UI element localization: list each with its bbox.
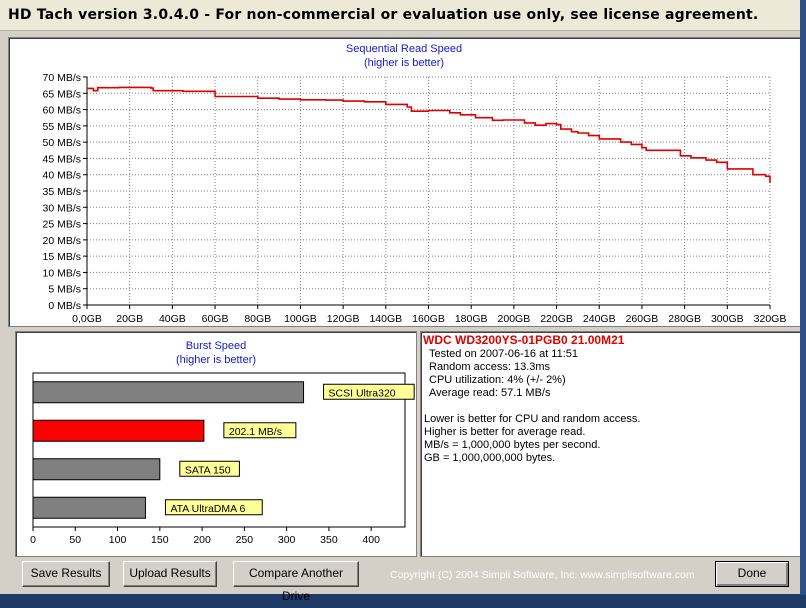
- copyright-text: Copyright (C) 2004 Simpli Software, Inc.…: [390, 569, 695, 581]
- sequential-read-panel: Sequential Read Speed (higher is better)…: [8, 37, 801, 327]
- read-x-tick-label: 40GB: [159, 313, 186, 325]
- burst-speed-panel: Burst Speed (higher is better) 0 50 100 150…: [15, 331, 417, 557]
- read-y-tick-label: 70 MB/s: [42, 72, 81, 84]
- window-title: HD Tach version 3.0.4.0 - For non-commer…: [8, 7, 759, 23]
- note-gb: GB = 1,000,000,000 bytes.: [424, 452, 556, 464]
- burst-bar-label-box: [164, 499, 263, 516]
- burst-bar-label-box: [323, 383, 415, 400]
- burst-bar: [32, 496, 146, 519]
- tested-on: Tested on 2007-06-16 at 11:51: [429, 348, 579, 360]
- burst-chart-title: Burst Speed: [185, 340, 247, 352]
- read-x-tick-label: 0,0GB: [72, 313, 102, 325]
- drive-info-panel: WDC WD3200YS-01PGB0 21.00M21 Tested on 2…: [420, 331, 801, 557]
- done-button[interactable]: Done: [715, 561, 789, 587]
- read-y-tick-label: 10 MB/s: [42, 267, 81, 279]
- burst-chart-subtitle: (higher is better): [175, 354, 257, 366]
- burst-x-tick-label: 50: [69, 534, 81, 546]
- read-y-tick-label: 25 MB/s: [42, 219, 81, 231]
- compare-drive-button[interactable]: Compare Another Drive: [233, 561, 359, 603]
- burst-speed-chart: 0 50 100 150 200 250 300 350 400 SCSI Ultra320 202…: [30, 372, 415, 546]
- save-results-label: Save Results: [30, 566, 102, 580]
- read-x-tick-label: 200GB: [498, 313, 531, 325]
- burst-bar-label: SATA 150: [185, 464, 231, 476]
- read-x-tick-label: 240GB: [583, 313, 616, 325]
- burst-x-tick-label: 200: [193, 534, 211, 546]
- read-y-tick-label: 50 MB/s: [42, 137, 81, 149]
- compare-drive-label: Compare Another Drive: [248, 566, 344, 603]
- note-average: Higher is better for average read.: [424, 426, 586, 438]
- read-x-tick-label: 320GB: [754, 313, 787, 325]
- read-y-tick-label: 60 MB/s: [42, 105, 81, 117]
- read-y-tick-label: 20 MB/s: [42, 235, 81, 247]
- read-y-tick-label: 5 MB/s: [48, 284, 81, 296]
- read-y-tick-label: 15 MB/s: [42, 251, 81, 263]
- burst-bar-label: SCSI Ultra320: [329, 387, 396, 399]
- read-x-tick-label: 120GB: [327, 313, 360, 325]
- done-label: Done: [737, 566, 767, 580]
- note-cpu: Lower is better for CPU and random acces…: [424, 413, 641, 425]
- read-chart-title: Sequential Read Speed: [345, 43, 463, 55]
- read-x-tick-label: 60GB: [202, 313, 229, 325]
- read-x-tick-label: 80GB: [244, 313, 271, 325]
- burst-bar: [32, 458, 161, 481]
- burst-x-tick-label: 400: [362, 534, 380, 546]
- read-y-tick-label: 65 MB/s: [42, 88, 81, 100]
- read-x-tick-label: 220GB: [540, 313, 573, 325]
- read-speed-series-line: [87, 86, 771, 183]
- burst-bar-label-box: [179, 460, 240, 477]
- read-y-tick-label: 40 MB/s: [42, 170, 81, 182]
- random-access: Random access: 13.3ms: [429, 361, 551, 373]
- drive-model: WDC WD3200YS-01PGB0 21.00M21: [423, 333, 625, 347]
- burst-x-tick-label: 100: [109, 534, 127, 546]
- note-mbs: MB/s = 1,000,000 bytes per second.: [424, 439, 601, 451]
- upload-results-button[interactable]: Upload Results: [123, 561, 217, 587]
- burst-x-tick-label: 250: [236, 534, 254, 546]
- read-y-tick-label: 45 MB/s: [42, 153, 81, 165]
- sequential-read-chart: 70 MB/s 65 MB/s 60 MB/s 55 MB/s 50 MB/s 45 MB…: [42, 72, 787, 325]
- read-y-tick-label: 30 MB/s: [42, 202, 81, 214]
- cpu-utilization: CPU utilization: 4% (+/- 2%): [429, 374, 566, 386]
- save-results-button[interactable]: Save Results: [22, 561, 110, 587]
- average-read: Average read: 57.1 MB/s: [429, 387, 551, 399]
- read-x-tick-label: 160GB: [412, 313, 445, 325]
- burst-x-tick-label: 150: [151, 534, 169, 546]
- burst-x-tick-label: 0: [30, 534, 36, 546]
- burst-x-tick-label: 350: [320, 534, 338, 546]
- read-x-tick-label: 180GB: [455, 313, 488, 325]
- burst-bar-label-box: [223, 422, 297, 439]
- burst-x-tick-label: 300: [278, 534, 296, 546]
- desktop-edge: [800, 0, 806, 595]
- read-x-tick-label: 100GB: [284, 313, 317, 325]
- read-y-tick-label: 35 MB/s: [42, 186, 81, 198]
- read-x-tick-label: 300GB: [711, 313, 744, 325]
- read-x-tick-label: 280GB: [668, 313, 701, 325]
- read-y-tick-label: 55 MB/s: [42, 121, 81, 133]
- burst-bar: [32, 381, 305, 404]
- burst-bar-label: ATA UltraDMA 6: [170, 503, 245, 515]
- upload-results-label: Upload Results: [129, 566, 211, 580]
- title-bar: HD Tach version 3.0.4.0 - For non-commer…: [0, 0, 800, 31]
- read-x-tick-label: 140GB: [369, 313, 402, 325]
- read-x-tick-label: 20GB: [116, 313, 143, 325]
- read-y-tick-label: 0 MB/s: [48, 300, 81, 312]
- burst-bar-label: 202.1 MB/s: [229, 426, 282, 438]
- read-x-tick-label: 260GB: [626, 313, 659, 325]
- burst-bar: [32, 419, 205, 442]
- read-chart-subtitle: (higher is better): [363, 57, 445, 69]
